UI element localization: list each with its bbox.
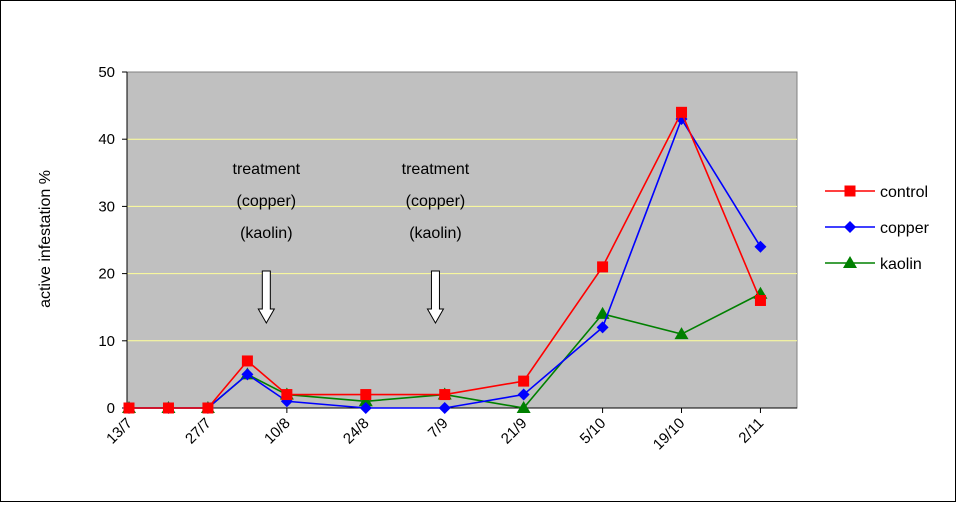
point-copper-2/11 [754,240,767,253]
legend-item-control: control [825,184,928,201]
annotation-line-2: (copper) [406,193,466,210]
legend-marker-control [844,185,856,197]
gridlines [127,138,797,342]
point-control-20/7 [162,402,174,414]
point-kaolin-24/8 [358,394,373,407]
annotations: treatment (copper) (kaolin) treatment (coppe… [233,161,470,325]
legend-marker-kaolin [843,256,857,268]
legend-label-copper: copper [880,220,930,237]
point-control-2/11 [754,294,766,306]
plot-area [126,71,798,409]
treatment-annotation-1: treatment (copper) (kaolin) [233,161,301,325]
plot-background [126,71,798,409]
series-lines [122,106,768,414]
legend-marker-copper [844,221,856,233]
point-control-13/7 [123,402,135,414]
x-tick-label-27/7: 27/7 [182,415,215,448]
x-tick-label-21/9: 21/9 [498,415,531,448]
series-control [123,106,766,414]
legend-label-kaolin: kaolin [880,256,922,273]
legend-item-kaolin: kaolin [825,256,922,273]
point-control-27/7 [202,402,214,414]
point-control-7/9 [439,389,451,401]
y-tick-label-10: 10 [98,333,115,350]
point-control-21/9 [518,375,530,387]
x-tick-label-2/11: 2/11 [735,415,767,447]
point-control-10/8 [281,389,293,401]
y-tick-label-50: 50 [98,64,115,81]
annotation-line-1: treatment [402,161,470,178]
annotation-line-2: (copper) [237,193,297,210]
point-kaolin-19/10 [674,327,689,340]
y-axis-title: active infestation % [37,170,54,308]
annotation-line-1: treatment [233,161,301,178]
point-copper-24/8 [359,402,372,414]
treatment-annotation-2: treatment (copper) (kaolin) [402,161,470,325]
point-copper-7/9 [438,402,451,414]
point-control-5/10 [597,261,609,273]
down-arrow-icon [426,270,445,325]
annotation-line-3: (kaolin) [240,225,292,242]
point-copper-3/8 [241,368,254,381]
legend-item-copper: copper [825,220,930,237]
y-tick-label-30: 30 [98,198,115,215]
point-copper-5/10 [596,321,609,334]
legend-label-control: control [880,184,928,201]
x-tick-label-24/8: 24/8 [340,415,373,448]
y-tick-label-0: 0 [107,400,115,417]
point-control-3/8 [241,355,253,367]
x-tick-label-13/7: 13/7 [103,415,136,448]
y-tick-label-40: 40 [98,131,115,148]
x-tick-label-10/8: 10/8 [261,415,294,448]
x-tick-label-7/9: 7/9 [425,415,452,442]
x-tick-label-19/10: 19/10 [650,415,689,454]
point-kaolin-21/9 [516,401,531,413]
annotation-line-3: (kaolin) [409,225,461,242]
point-copper-21/9 [517,388,530,401]
point-control-24/8 [360,389,372,401]
down-arrow-icon [257,270,276,325]
y-tick-label-20: 20 [98,266,115,283]
x-tick-label-5/10: 5/10 [577,415,610,448]
legend: control copper kaolin [825,184,930,273]
point-control-19/10 [676,106,688,118]
